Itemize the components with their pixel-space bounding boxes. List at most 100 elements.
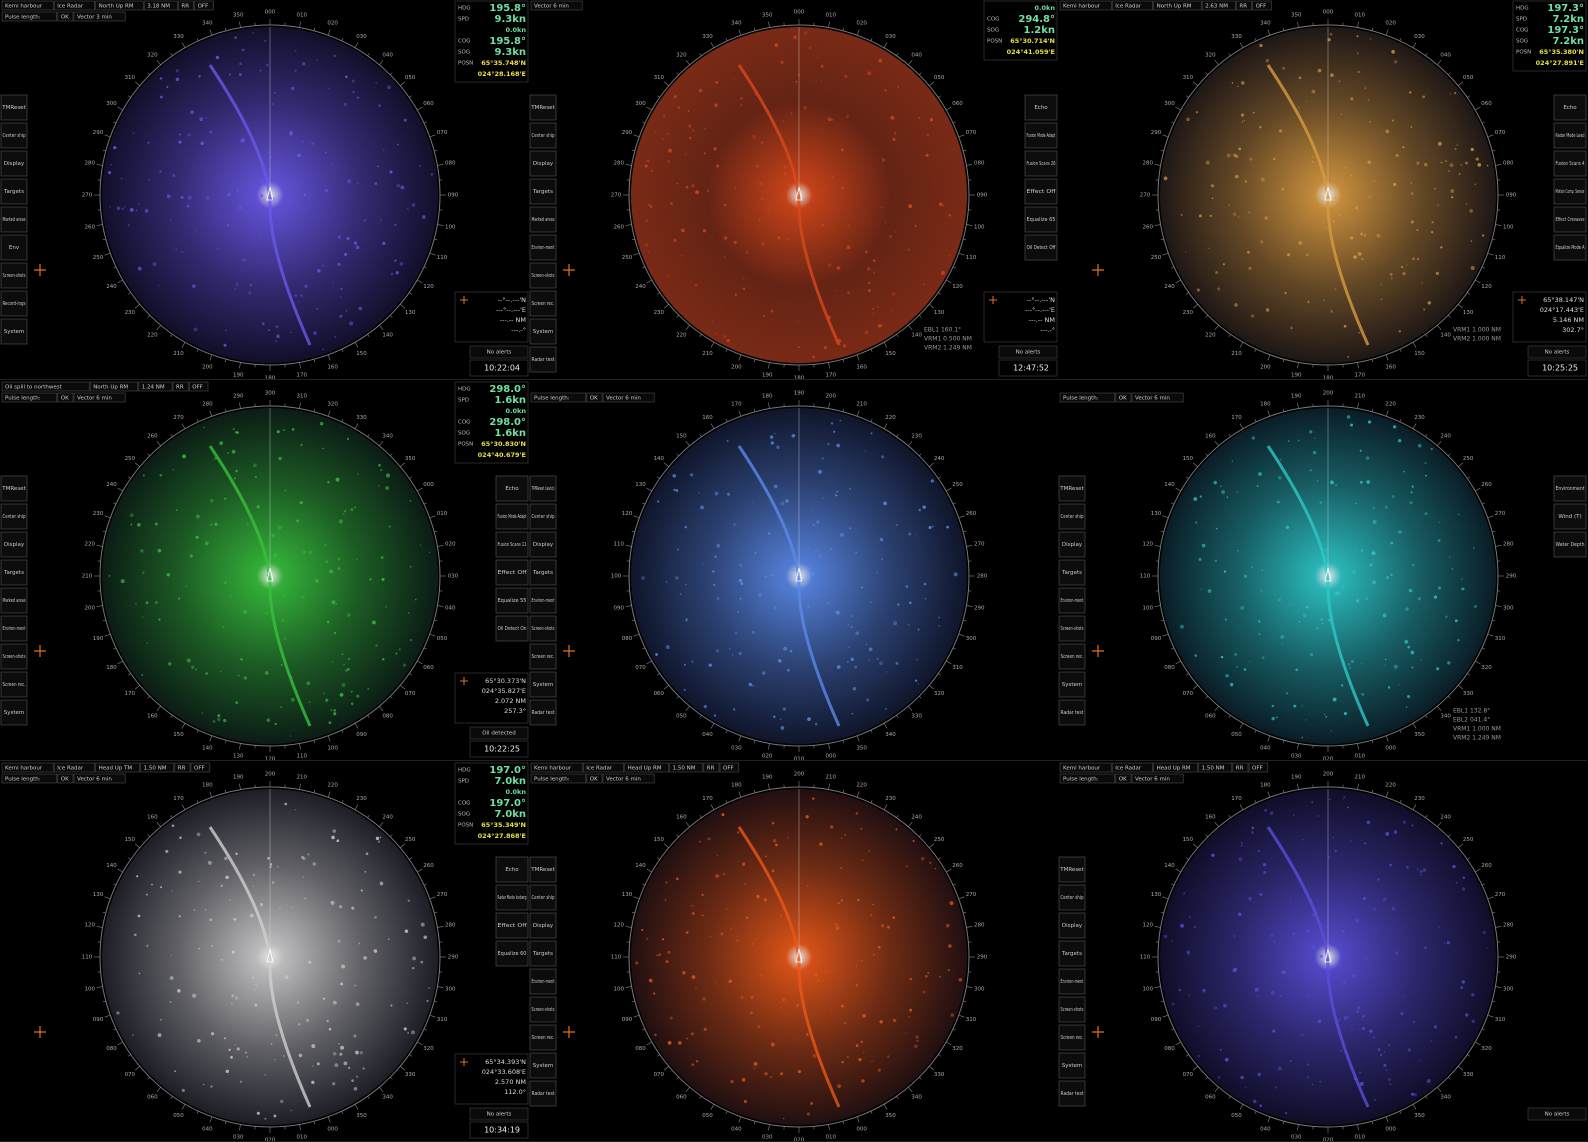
menu-text[interactable]: Oil Detect On — [498, 626, 527, 632]
menu-text[interactable]: Center ship — [1061, 895, 1084, 901]
menu-text[interactable]: System — [533, 1063, 554, 1069]
toolbar-field[interactable] — [530, 762, 583, 773]
menu-button[interactable] — [495, 503, 529, 530]
menu-text[interactable]: Radar test — [1061, 1091, 1085, 1097]
menu-button[interactable] — [1058, 856, 1086, 883]
toolbar-field[interactable] — [1198, 762, 1233, 773]
menu-button[interactable] — [529, 856, 557, 883]
menu-text[interactable]: Screen-shots — [3, 273, 26, 279]
menu-text[interactable]: Screen rec. — [532, 1035, 555, 1041]
toolbar-field[interactable] — [1111, 762, 1153, 773]
toolbar-field[interactable] — [1, 11, 58, 22]
menu-text[interactable]: Radar Mode Iceberg — [498, 895, 527, 901]
menu-text[interactable]: Radar test — [532, 710, 556, 716]
toolbar-field[interactable] — [95, 762, 140, 773]
menu-text[interactable]: Screen-shots — [1061, 626, 1084, 632]
menu-text[interactable]: Screen rec. — [1061, 1035, 1084, 1041]
menu-button[interactable] — [0, 150, 28, 177]
menu-text[interactable]: Targets — [3, 570, 24, 576]
toolbar-field[interactable] — [1131, 773, 1184, 784]
menu-text[interactable]: Screen-shots — [532, 626, 555, 632]
menu-button[interactable] — [1553, 503, 1587, 530]
menu-text[interactable]: Effect Off — [498, 923, 527, 929]
toolbar-field[interactable] — [57, 392, 74, 403]
menu-button[interactable] — [495, 587, 529, 614]
toolbar-field[interactable] — [1153, 762, 1198, 773]
menu-button[interactable] — [1058, 615, 1086, 642]
toolbar-field[interactable] — [602, 392, 655, 403]
menu-text[interactable]: Screen-shots — [532, 273, 555, 279]
menu-button[interactable] — [0, 699, 28, 726]
menu-text[interactable]: Targets — [1061, 570, 1082, 576]
toolbar-field[interactable] — [138, 381, 173, 392]
menu-button[interactable] — [529, 643, 557, 670]
toolbar-field[interactable] — [95, 0, 144, 11]
menu-text[interactable]: Environ-ment — [3, 626, 27, 632]
toolbar-field[interactable] — [530, 773, 587, 784]
menu-text[interactable]: Environment — [1556, 486, 1586, 492]
menu-text[interactable]: Display — [4, 542, 25, 548]
menu-button[interactable] — [0, 475, 28, 502]
menu-button[interactable] — [1024, 150, 1058, 177]
toolbar-field[interactable] — [174, 762, 191, 773]
toolbar-field[interactable] — [582, 762, 624, 773]
menu-button[interactable] — [0, 615, 28, 642]
toolbar-field[interactable] — [1, 773, 58, 784]
menu-button[interactable] — [529, 940, 557, 967]
toolbar-field[interactable] — [530, 0, 583, 11]
menu-text[interactable]: Screen rec. — [532, 301, 555, 307]
toolbar-field[interactable] — [190, 762, 211, 773]
menu-text[interactable]: Equalize 65 — [1027, 217, 1056, 223]
menu-text[interactable]: Display — [533, 923, 554, 929]
menu-button[interactable] — [1058, 531, 1086, 558]
menu-text[interactable]: Fusion Scans 11 — [498, 542, 527, 548]
menu-text[interactable]: Screen-shots — [532, 1007, 555, 1013]
menu-text[interactable]: Effect Off — [1027, 189, 1056, 195]
menu-text[interactable]: Display — [4, 161, 25, 167]
menu-text[interactable]: Center ship — [532, 514, 555, 520]
menu-text[interactable]: System — [1062, 682, 1083, 688]
menu-text[interactable]: TMReset — [1, 486, 26, 492]
menu-button[interactable] — [529, 912, 557, 939]
menu-text[interactable]: Environ-ment — [1061, 979, 1085, 985]
menu-text[interactable]: Display — [533, 161, 554, 167]
menu-button[interactable] — [495, 531, 529, 558]
menu-button[interactable] — [529, 615, 557, 642]
menu-button[interactable] — [1024, 94, 1058, 121]
toolbar-field[interactable] — [1115, 773, 1132, 784]
menu-text[interactable]: System — [533, 329, 554, 335]
toolbar-field[interactable] — [624, 762, 669, 773]
menu-text[interactable]: Screen rec. — [532, 654, 555, 660]
menu-button[interactable] — [495, 884, 529, 911]
menu-text[interactable]: Targets — [1061, 951, 1082, 957]
menu-button[interactable] — [0, 290, 28, 317]
toolbar-field[interactable] — [194, 0, 214, 11]
menu-text[interactable]: Marked areas — [3, 217, 26, 223]
toolbar-field[interactable] — [188, 381, 209, 392]
menu-text[interactable]: Marked areas — [3, 598, 26, 604]
menu-button[interactable] — [0, 122, 28, 149]
menu-text[interactable]: System — [533, 682, 554, 688]
toolbar-field[interactable] — [1, 0, 54, 11]
toolbar-field[interactable] — [172, 381, 189, 392]
menu-text[interactable]: Fusion Mode Adapt — [498, 514, 527, 520]
menu-text[interactable]: Echo — [1034, 105, 1048, 111]
toolbar-field[interactable] — [586, 773, 603, 784]
menu-button[interactable] — [529, 1080, 557, 1107]
menu-text[interactable]: Center ship — [1061, 514, 1084, 520]
menu-text[interactable]: Center ship — [3, 514, 26, 520]
menu-text[interactable]: Environ-ment — [532, 245, 556, 251]
menu-button[interactable] — [0, 671, 28, 698]
menu-text[interactable]: TMReset — [530, 867, 555, 873]
menu-button[interactable] — [495, 856, 529, 883]
toolbar-field[interactable] — [73, 11, 126, 22]
menu-text[interactable]: Echo — [505, 486, 519, 492]
toolbar-field[interactable] — [1059, 0, 1112, 11]
menu-text[interactable]: Radar test — [1061, 710, 1085, 716]
menu-button[interactable] — [0, 206, 28, 233]
menu-text[interactable]: Screen-shots — [1061, 1007, 1084, 1013]
menu-text[interactable]: Echo — [1563, 105, 1577, 111]
menu-button[interactable] — [1553, 150, 1587, 177]
menu-button[interactable] — [529, 178, 557, 205]
menu-button[interactable] — [0, 643, 28, 670]
